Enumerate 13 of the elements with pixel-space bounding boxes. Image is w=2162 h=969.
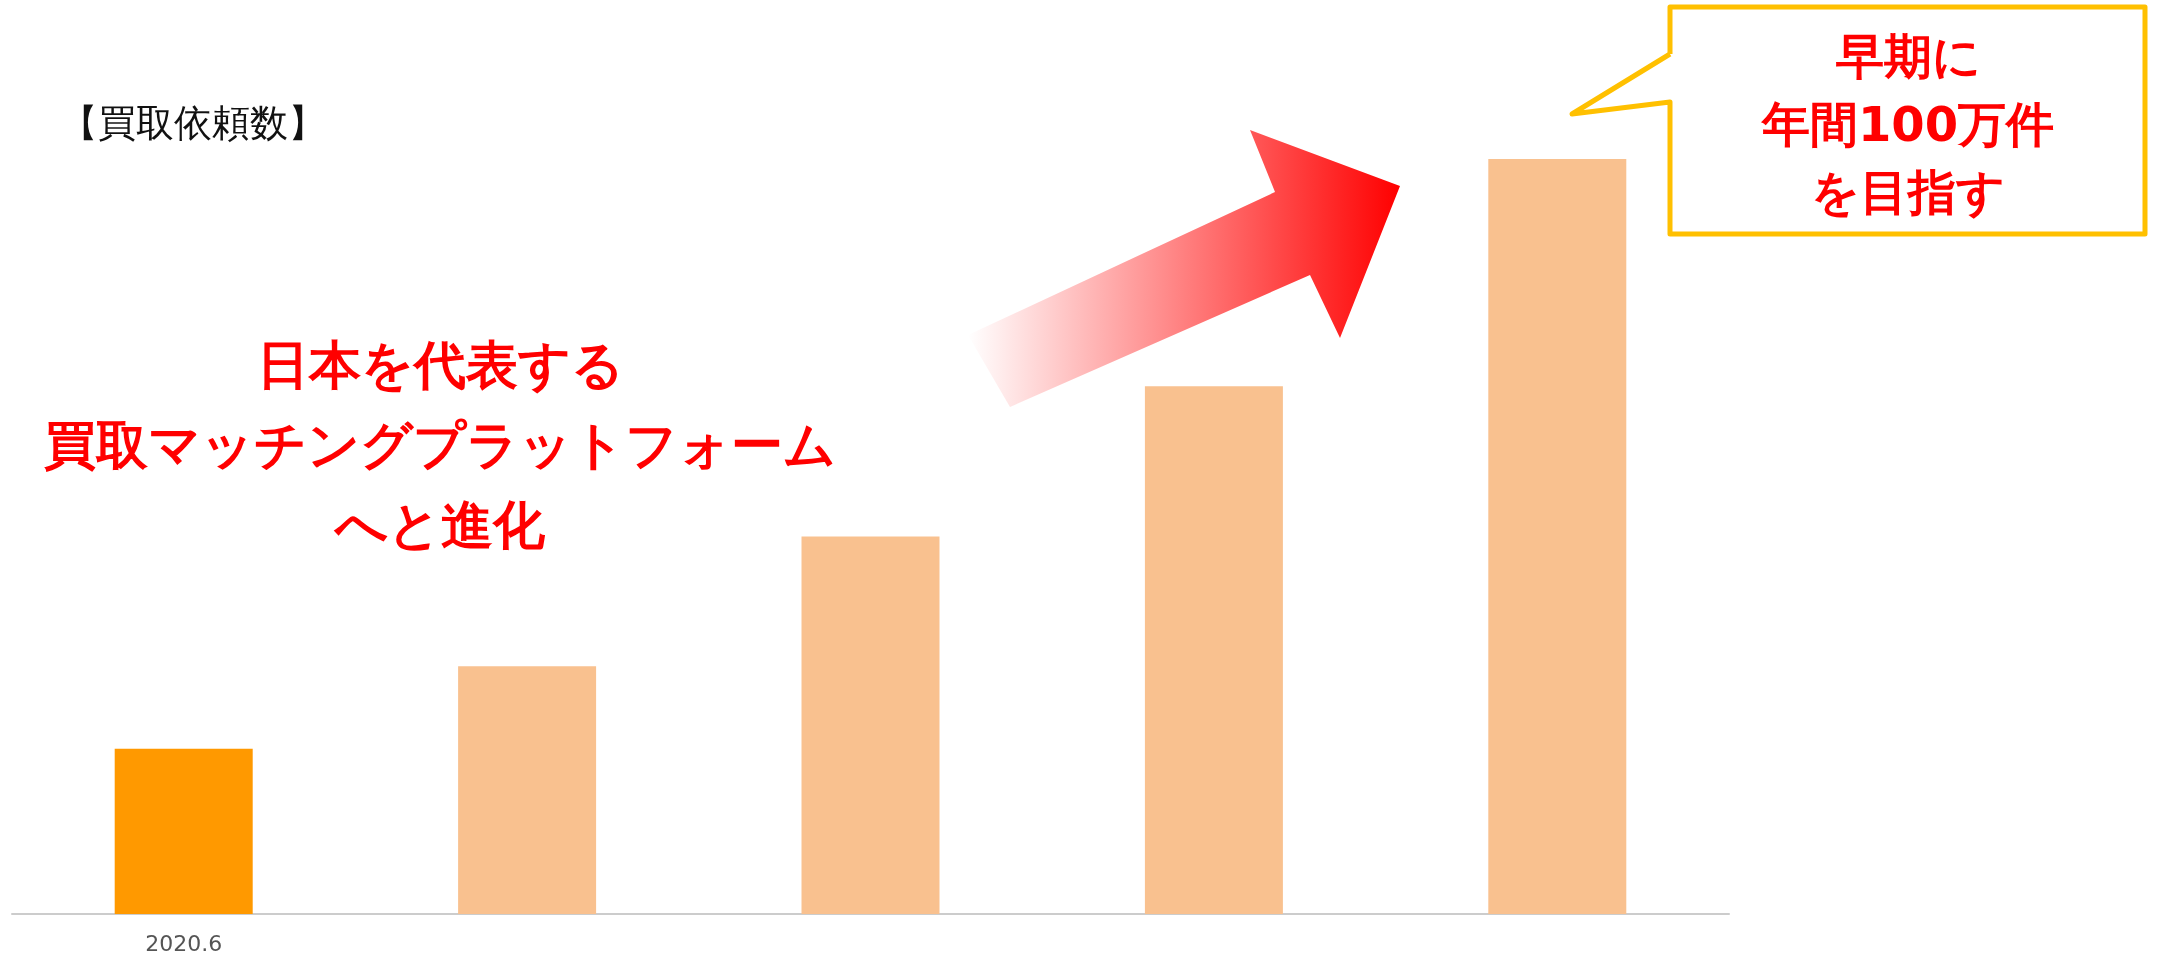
- bar: [114, 748, 253, 914]
- x-tick-label: 2020.6: [145, 930, 223, 956]
- text: 早期に: [1834, 27, 1982, 86]
- text: 年間100万件: [1760, 95, 2056, 154]
- bar: [1488, 159, 1627, 914]
- annotation: へと進化: [333, 494, 546, 557]
- annotation: 日本を代表する: [255, 334, 625, 397]
- bar: [801, 536, 940, 914]
- bar: [1144, 386, 1283, 914]
- text: を目指す: [1810, 163, 2006, 222]
- chart-title: 【買取依頼数】: [60, 100, 326, 147]
- annotation: 買取マッチングプラットフォーム: [43, 414, 837, 477]
- bar: [458, 666, 597, 914]
